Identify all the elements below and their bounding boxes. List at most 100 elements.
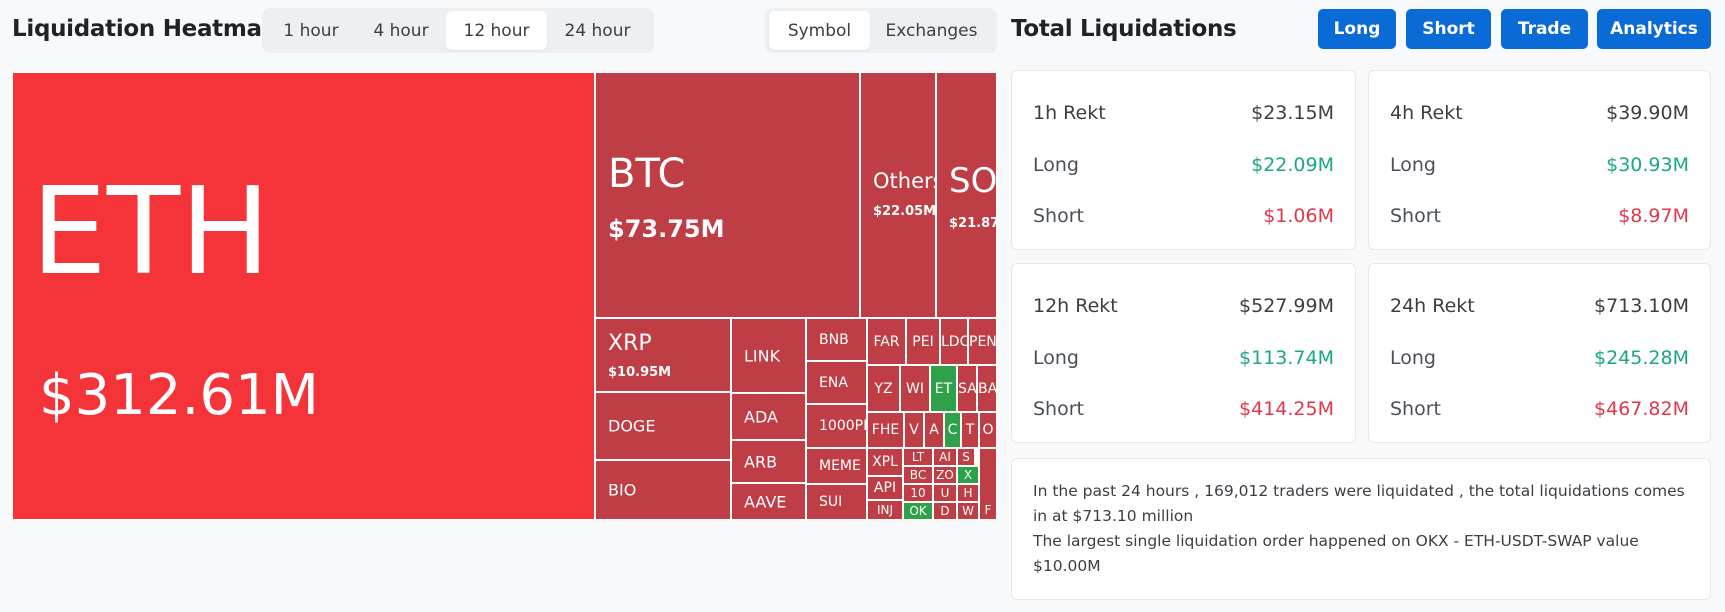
short-amount: $467.82M bbox=[1594, 398, 1689, 420]
tile-h[interactable]: H bbox=[957, 484, 979, 502]
tile-symbol: DOGE bbox=[608, 416, 656, 436]
tile-xpl[interactable]: XPL bbox=[867, 448, 903, 476]
long-amount: $22.09M bbox=[1251, 154, 1334, 176]
tile-c[interactable]: C bbox=[944, 412, 961, 448]
tile-sa[interactable]: SA bbox=[957, 365, 977, 412]
long-amount: $30.93M bbox=[1606, 154, 1689, 176]
tile-sui[interactable]: SUI bbox=[806, 484, 867, 520]
tab-12-hour[interactable]: 12 hour bbox=[446, 11, 547, 50]
tile-symbol: ARB bbox=[744, 452, 778, 471]
tile-u[interactable]: U bbox=[933, 484, 957, 502]
tile-symbol: W bbox=[962, 504, 974, 518]
long-amount: $245.28M bbox=[1594, 347, 1689, 369]
tab-exchanges[interactable]: Exchanges bbox=[885, 20, 978, 41]
tile-o[interactable]: O bbox=[979, 412, 997, 448]
tile-pei[interactable]: PEI bbox=[906, 318, 940, 365]
summary-total-text: In the past 24 hours , 169,012 traders w… bbox=[1033, 482, 1685, 525]
short-label: Short bbox=[1390, 398, 1441, 420]
tile-ai[interactable]: AI bbox=[933, 448, 957, 466]
tile-symbol: AAVE bbox=[744, 492, 787, 511]
tab-symbol[interactable]: Symbol bbox=[769, 11, 870, 50]
tile-inj[interactable]: INJ bbox=[867, 500, 903, 520]
tile-a[interactable]: A bbox=[924, 412, 944, 448]
liquidation-treemap: ETH $312.61M BTC $73.75M Others $22.05M … bbox=[12, 72, 997, 520]
tile-symbol: LDC bbox=[941, 333, 968, 350]
tile-sol[interactable]: SOL $21.87M bbox=[936, 72, 997, 318]
short-label: Short bbox=[1033, 205, 1084, 227]
card-period: 12h Rekt bbox=[1033, 295, 1118, 317]
tile-symbol: ADA bbox=[744, 407, 778, 426]
tab-4-hour[interactable]: 4 hour bbox=[373, 20, 429, 41]
heatmap-title: Liquidation Heatmap bbox=[12, 16, 278, 42]
tile-fhe[interactable]: FHE bbox=[867, 412, 904, 448]
card-long-row: Long $30.93M bbox=[1390, 154, 1689, 176]
view-selector: Symbol Exchanges bbox=[765, 8, 997, 53]
tile-symbol: MEME bbox=[819, 458, 861, 474]
tile-ada[interactable]: ADA bbox=[731, 393, 806, 440]
tile-symbol: INJ bbox=[876, 503, 894, 517]
tile-btc[interactable]: BTC $73.75M bbox=[595, 72, 860, 318]
card-header-row: 24h Rekt $713.10M bbox=[1390, 295, 1689, 317]
tile-x[interactable]: X bbox=[957, 466, 979, 484]
tile-yz[interactable]: YZ bbox=[867, 365, 900, 412]
tile-symbol: BIO bbox=[608, 480, 637, 500]
tile-et[interactable]: ET bbox=[930, 365, 957, 412]
tab-1-hour[interactable]: 1 hour bbox=[283, 20, 339, 41]
tile-10[interactable]: 10 bbox=[903, 484, 933, 502]
tile-symbol: YZ bbox=[874, 380, 893, 397]
card-12h-rekt: 12h Rekt $527.99M Long $113.74M Short $4… bbox=[1011, 263, 1356, 443]
tile-meme[interactable]: MEME bbox=[806, 448, 867, 484]
tile-symbol: SA bbox=[958, 380, 977, 397]
summary-largest-order-text: The largest single liquidation order hap… bbox=[1033, 532, 1639, 575]
tile-wi[interactable]: WI bbox=[900, 365, 930, 412]
tile-bnb[interactable]: BNB bbox=[806, 318, 867, 361]
tile-1000pe[interactable]: 1000PE bbox=[806, 404, 867, 448]
card-period: 24h Rekt bbox=[1390, 295, 1475, 317]
tile-symbol: ETH bbox=[31, 163, 271, 302]
tile-lt[interactable]: LT bbox=[903, 448, 933, 466]
tile-symbol: FAR bbox=[873, 333, 900, 350]
card-24h-rekt: 24h Rekt $713.10M Long $245.28M Short $4… bbox=[1368, 263, 1711, 443]
tile-symbol: X bbox=[963, 468, 973, 482]
tile-symbol: S bbox=[962, 450, 970, 464]
tile-aave[interactable]: AAVE bbox=[731, 483, 806, 520]
tile-pen[interactable]: PEN bbox=[968, 318, 997, 365]
tile-ba[interactable]: BA bbox=[977, 365, 997, 412]
long-button[interactable]: Long bbox=[1318, 9, 1396, 49]
tile-symbol: AI bbox=[939, 450, 951, 464]
tile-xrp[interactable]: XRP $10.95M bbox=[595, 318, 731, 392]
time-range-selector: 1 hour 4 hour 12 hour 24 hour bbox=[262, 8, 654, 53]
tile-bc[interactable]: BC bbox=[903, 466, 933, 484]
tile-eth[interactable]: ETH $312.61M bbox=[12, 72, 595, 520]
analytics-button[interactable]: Analytics bbox=[1597, 9, 1711, 49]
tile-w[interactable]: W bbox=[957, 502, 979, 520]
tile-api[interactable]: API bbox=[867, 476, 903, 500]
tile-f[interactable]: F bbox=[979, 448, 997, 520]
long-label: Long bbox=[1033, 347, 1079, 369]
tile-s[interactable]: S bbox=[957, 448, 975, 466]
tile-far[interactable]: FAR bbox=[867, 318, 906, 365]
tile-bio[interactable]: BIO bbox=[595, 460, 731, 520]
tile-symbol: WI bbox=[906, 380, 924, 397]
trade-button[interactable]: Trade bbox=[1501, 9, 1588, 49]
tile-others[interactable]: Others $22.05M bbox=[860, 72, 936, 318]
card-total: $527.99M bbox=[1239, 295, 1334, 317]
tile-ena[interactable]: ENA bbox=[806, 361, 867, 404]
tab-24-hour[interactable]: 24 hour bbox=[564, 20, 631, 41]
tile-doge[interactable]: DOGE bbox=[595, 392, 731, 460]
tile-symbol: PEI bbox=[912, 333, 934, 350]
long-label: Long bbox=[1390, 347, 1436, 369]
tile-d[interactable]: D bbox=[933, 502, 957, 520]
tile-ok[interactable]: OK bbox=[903, 502, 933, 520]
tile-ldc[interactable]: LDC bbox=[940, 318, 968, 365]
tile-symbol: H bbox=[963, 486, 973, 500]
tile-link[interactable]: LINK bbox=[731, 318, 806, 393]
card-4h-rekt: 4h Rekt $39.90M Long $30.93M Short $8.97… bbox=[1368, 70, 1711, 250]
tile-v[interactable]: V bbox=[904, 412, 924, 448]
tile-zo[interactable]: ZO bbox=[933, 466, 957, 484]
tile-arb[interactable]: ARB bbox=[731, 440, 806, 483]
tile-symbol: SUI bbox=[819, 494, 843, 510]
card-1h-rekt: 1h Rekt $23.15M Long $22.09M Short $1.06… bbox=[1011, 70, 1356, 250]
tile-t[interactable]: T bbox=[961, 412, 979, 448]
short-button[interactable]: Short bbox=[1406, 9, 1491, 49]
